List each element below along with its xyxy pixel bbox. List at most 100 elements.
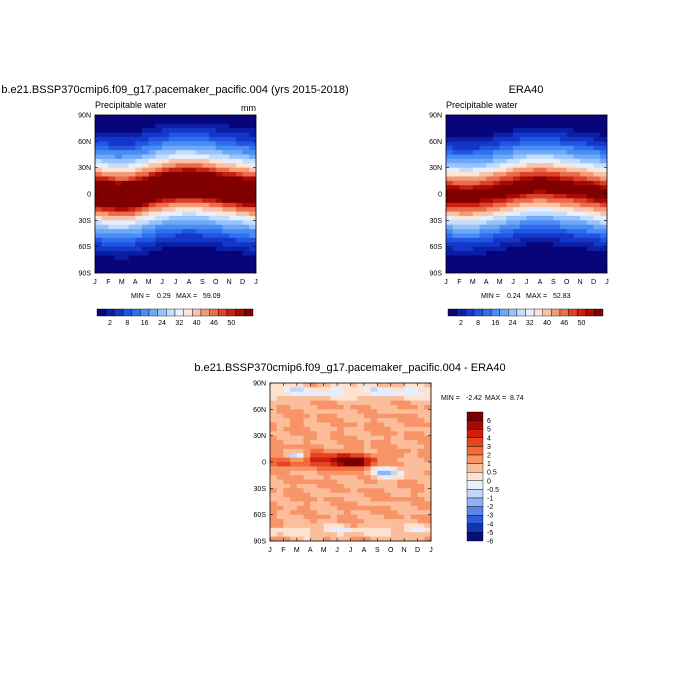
field-cell: [586, 128, 595, 134]
field-cell: [182, 128, 190, 134]
field-cell: [384, 505, 392, 511]
field-cell: [175, 167, 183, 173]
field-cell: [566, 198, 575, 204]
field-cell: [141, 251, 150, 257]
field-cell: [135, 194, 143, 199]
field-cell: [148, 255, 156, 261]
field-cell: [466, 172, 474, 178]
field-cell: [121, 255, 130, 261]
field-cell: [586, 115, 595, 120]
field-cell: [424, 383, 431, 388]
field-cell: [390, 422, 399, 428]
field-cell: [229, 150, 237, 156]
field-cell: [162, 268, 170, 273]
field-cell: [363, 519, 372, 525]
field-cell: [121, 154, 130, 160]
field-cell: [162, 180, 170, 186]
field-cell: [283, 396, 291, 402]
field-cell: [148, 154, 156, 160]
x-tick-label: N: [578, 279, 583, 286]
field-cell: [337, 413, 345, 419]
field-cell: [533, 242, 541, 248]
field-cell: [586, 180, 595, 186]
field-cell: [162, 251, 170, 257]
field-cell: [296, 505, 305, 511]
field-cell: [155, 115, 163, 120]
field-cell: [350, 536, 358, 541]
field-cell: [188, 229, 197, 235]
colorbar-swatch: [466, 532, 484, 542]
field-cell: [526, 211, 534, 217]
field-cell: [499, 268, 507, 273]
field-cell: [479, 123, 487, 129]
field-cell: [370, 514, 378, 520]
field-cell: [560, 123, 568, 129]
field-cell: [553, 119, 561, 125]
field-cell: [499, 185, 507, 191]
field-cell: [296, 396, 305, 402]
field-cell: [539, 251, 548, 257]
field-cell: [446, 255, 454, 261]
field-cell: [270, 435, 278, 441]
field-cell: [566, 264, 575, 270]
field-cell: [155, 264, 163, 270]
field-cell: [370, 497, 378, 503]
field-cell: [215, 172, 224, 178]
field-cell: [459, 194, 467, 199]
field-cell: [270, 457, 278, 463]
field-cell: [310, 457, 318, 463]
field-cell: [384, 444, 392, 450]
field-cell: [276, 475, 285, 481]
field-cell: [101, 255, 110, 261]
field-cell: [397, 426, 405, 432]
field-cell: [155, 158, 163, 164]
field-cell: [141, 158, 150, 164]
field-cell: [182, 198, 190, 204]
field-cell: [466, 264, 474, 270]
field-cell: [600, 128, 607, 134]
field-cell: [195, 229, 203, 235]
field-cell: [316, 510, 325, 516]
field-cell: [417, 409, 425, 415]
field-cell: [452, 150, 461, 156]
field-cell: [209, 220, 217, 226]
field-cell: [155, 224, 163, 230]
field-cell: [141, 141, 150, 147]
y-tick-label: 30N: [78, 165, 91, 172]
field-cell: [593, 220, 601, 226]
field-cell: [168, 123, 177, 129]
field-cell: [452, 176, 461, 182]
field-cell: [519, 233, 528, 239]
field-cell: [283, 527, 291, 533]
field-cell: [350, 505, 358, 511]
field-cell: [513, 176, 521, 182]
field-cell: [222, 123, 230, 129]
field-cell: [370, 505, 378, 511]
field-cell: [466, 136, 474, 142]
field-cell: [135, 198, 143, 204]
field-cell: [506, 172, 514, 178]
field-cell: [182, 115, 190, 120]
field-cell: [202, 259, 210, 265]
field-cell: [330, 400, 338, 406]
field-cell: [195, 172, 203, 178]
field-cell: [175, 132, 183, 138]
field-cell: [215, 180, 224, 186]
field-cell: [182, 237, 190, 243]
field-cell: [115, 123, 123, 129]
field-cell: [95, 255, 103, 261]
field-cell: [350, 422, 358, 428]
field-cell: [115, 229, 123, 235]
field-cell: [492, 268, 501, 273]
field-cell: [404, 435, 412, 441]
field-cell: [404, 536, 412, 541]
field-cell: [168, 154, 177, 160]
field-cell: [249, 255, 256, 261]
field-cell: [539, 246, 548, 252]
field-cell: [202, 150, 210, 156]
field-cell: [424, 440, 431, 446]
x-tick-label: J: [525, 279, 529, 286]
field-cell: [121, 128, 130, 134]
field-cell: [513, 220, 521, 226]
field-cell: [182, 251, 190, 257]
